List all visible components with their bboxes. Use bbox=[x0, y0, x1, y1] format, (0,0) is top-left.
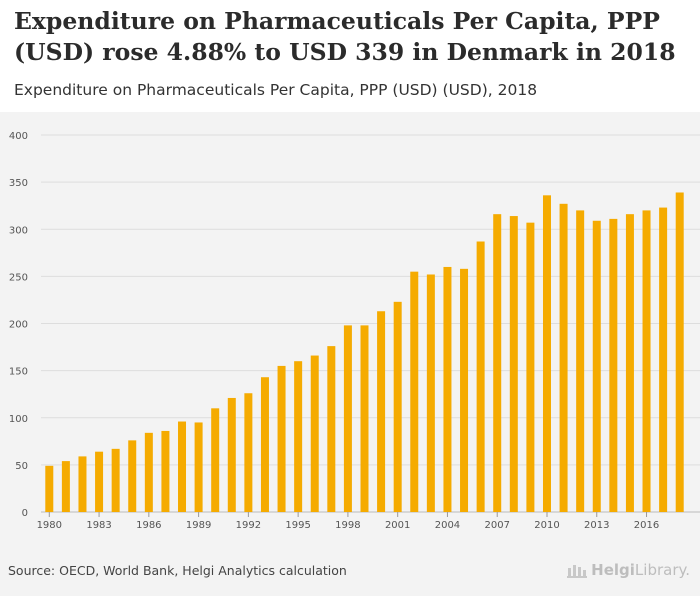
bar-1998 bbox=[343, 325, 352, 512]
y-tick-label: 150 bbox=[9, 367, 28, 378]
chart-panel: 0 50 100 150 200 250 300 350 400 1980 1983 1986 1989… bbox=[0, 112, 700, 596]
helgi-library-logo: Helgi Library. bbox=[567, 561, 690, 579]
y-tick-label: 400 bbox=[9, 131, 28, 142]
bar-2005 bbox=[460, 268, 469, 512]
bar-1989 bbox=[194, 422, 203, 512]
bar-2001 bbox=[393, 301, 402, 512]
bar-2015 bbox=[625, 214, 634, 513]
bar-chart: 0 50 100 150 200 250 300 350 400 1980 1983 1986 1989… bbox=[9, 131, 700, 531]
bar-1985 bbox=[128, 440, 137, 512]
bar-1982 bbox=[78, 456, 87, 512]
bar-2009 bbox=[526, 222, 535, 512]
bar-1990 bbox=[211, 408, 220, 512]
chart-subtitle: Expenditure on Pharmaceuticals Per Capit… bbox=[14, 81, 538, 99]
source-note: Source: OECD, World Bank, Helgi Analytic… bbox=[8, 563, 347, 578]
y-tick-label: 200 bbox=[9, 320, 28, 331]
bar-1984 bbox=[111, 448, 120, 512]
bar-2007 bbox=[493, 214, 502, 513]
bar-2012 bbox=[576, 210, 585, 512]
bar-2000 bbox=[377, 311, 386, 512]
y-tick-label: 350 bbox=[9, 178, 28, 189]
x-tick-label: 1983 bbox=[86, 520, 111, 531]
x-tick-label: 1992 bbox=[236, 520, 261, 531]
x-tick-label: 2001 bbox=[385, 520, 410, 531]
x-tick-label: 1998 bbox=[335, 520, 360, 531]
brand-name-helgi: Helgi bbox=[591, 561, 635, 579]
bar-2013 bbox=[592, 220, 601, 512]
x-tick-label: 2010 bbox=[534, 520, 559, 531]
bar-2011 bbox=[559, 203, 568, 512]
bar-1999 bbox=[360, 325, 369, 512]
bar-2010 bbox=[542, 195, 551, 512]
bar-2016 bbox=[642, 210, 651, 512]
bar-2004 bbox=[443, 266, 452, 512]
chart-title: Expenditure on Pharmaceuticals Per Capit… bbox=[14, 7, 676, 66]
x-tick-label: 1980 bbox=[37, 520, 62, 531]
y-tick-label: 250 bbox=[9, 272, 28, 283]
bar-2002 bbox=[410, 271, 419, 512]
bar-1992 bbox=[244, 393, 253, 512]
x-tick-label: 1995 bbox=[285, 520, 310, 531]
bar-2006 bbox=[476, 241, 485, 512]
x-tick-label: 2013 bbox=[584, 520, 609, 531]
x-tick-label: 1989 bbox=[186, 520, 211, 531]
bar-1986 bbox=[144, 432, 153, 512]
bar-1993 bbox=[260, 377, 269, 512]
bar-2018 bbox=[675, 192, 684, 512]
y-tick-label: 50 bbox=[15, 461, 28, 472]
y-tick-label: 100 bbox=[9, 414, 28, 425]
bar-1996 bbox=[310, 355, 319, 512]
bar-2017 bbox=[659, 207, 668, 512]
bar-1981 bbox=[61, 461, 70, 512]
bar-1991 bbox=[227, 397, 236, 512]
bar-1987 bbox=[161, 430, 170, 512]
x-tick-label: 2016 bbox=[634, 520, 659, 531]
brand-name-library: Library. bbox=[634, 561, 690, 579]
x-tick-label: 1986 bbox=[136, 520, 161, 531]
bar-1980 bbox=[45, 465, 54, 512]
bar-1997 bbox=[327, 346, 336, 512]
bar-1983 bbox=[95, 451, 104, 512]
bar-1994 bbox=[277, 365, 286, 512]
x-tick-label: 2007 bbox=[484, 520, 509, 531]
x-tick-label: 2004 bbox=[435, 520, 460, 531]
bar-2014 bbox=[609, 218, 618, 512]
bar-1995 bbox=[294, 361, 303, 512]
bar-1988 bbox=[178, 421, 187, 512]
y-tick-label: 300 bbox=[9, 225, 28, 236]
y-tick-label: 0 bbox=[22, 508, 28, 519]
bar-2003 bbox=[426, 274, 435, 512]
bar-2008 bbox=[509, 216, 518, 512]
building-logo-icon bbox=[567, 565, 588, 578]
